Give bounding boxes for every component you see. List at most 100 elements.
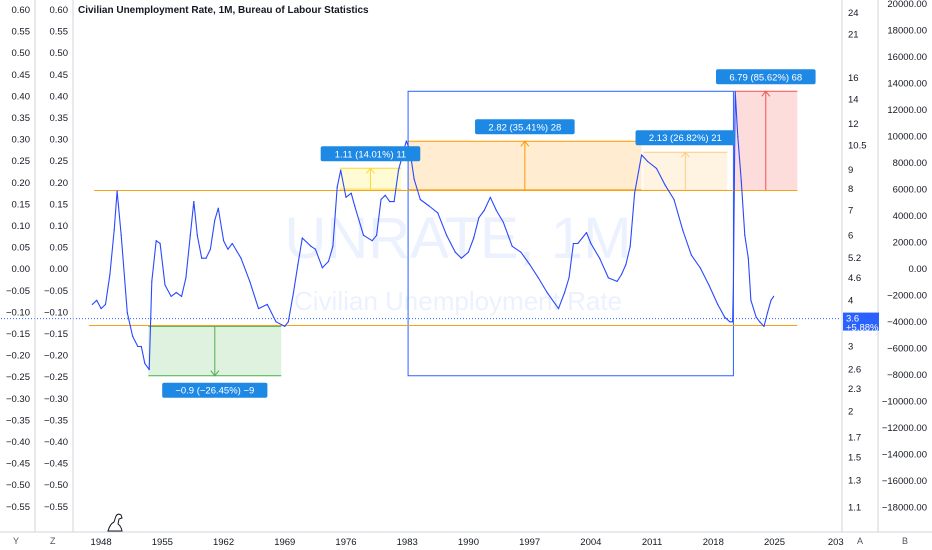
series-point	[572, 242, 574, 245]
series-point	[227, 248, 229, 250]
current-change-text: +5.88%	[846, 323, 879, 334]
left-inner-tick-label: −0.45	[44, 459, 68, 470]
series-point	[159, 242, 161, 245]
left-inner-tick-label: −0.35	[44, 415, 68, 426]
series-point	[483, 209, 485, 212]
series-point	[655, 167, 658, 170]
log-axis-tick-label: 14	[848, 94, 859, 105]
left-outer-tick-label: 0.25	[12, 156, 31, 167]
series-point	[201, 257, 203, 259]
series-point	[332, 245, 334, 247]
series-point	[205, 257, 207, 259]
left-inner-tick-label: −0.25	[44, 372, 68, 383]
series-point	[275, 321, 277, 323]
series-point	[310, 245, 312, 247]
x-tick-label: 1969	[274, 537, 295, 548]
series-point	[724, 316, 726, 318]
left-outer-tick-label: −0.45	[6, 459, 30, 470]
x-tick-label: 1962	[213, 537, 234, 548]
x-tick-label: 1983	[397, 537, 418, 548]
log-axis-tick-label: 6	[848, 230, 853, 241]
right-axis-tick-label: −14000.00	[882, 450, 927, 461]
right-axis-tick-label: −12000.00	[882, 423, 927, 434]
right-axis-tick-label: −18000.00	[882, 503, 927, 514]
series-point	[148, 368, 150, 371]
series-point	[737, 135, 739, 138]
series-point	[750, 299, 752, 301]
series-point	[489, 196, 491, 198]
series-point	[175, 291, 177, 294]
left-inner-tick-label: −0.50	[44, 480, 68, 491]
left-outer-tick-label: −0.50	[6, 480, 30, 491]
left-inner-tick-label: −0.30	[44, 394, 68, 405]
left-inner-tick-label: 0.45	[50, 70, 69, 81]
series-point	[564, 291, 566, 294]
range-2009-2020-arrow-head	[680, 151, 690, 158]
x-tick-label: 2011	[642, 537, 662, 548]
series-point	[766, 312, 769, 314]
series-point	[376, 234, 378, 236]
right-axis-tick-label: 20000.00	[887, 0, 927, 10]
series-point	[460, 257, 463, 259]
range-2020-badge	[715, 69, 816, 85]
range-1969-1975-arrow-head	[366, 167, 375, 174]
series-point	[413, 178, 415, 180]
current-value-badge-bg	[843, 312, 879, 331]
left-outer-tick-label: −0.05	[6, 286, 30, 297]
log-axis-tick-label: 4.6	[848, 273, 861, 284]
series-point	[345, 196, 347, 198]
left-outer-tick-label: 0.00	[12, 264, 31, 275]
right-axis-tick-label: −6000.00	[887, 344, 927, 355]
right-axis-tick-label: −4000.00	[887, 317, 927, 328]
log-axis-tick-label: 1.3	[848, 476, 861, 487]
series-point	[717, 303, 719, 305]
range-2009-2020-badge-text: 2.13 (26.82%) 21	[649, 133, 722, 144]
log-axis-tick-label: 9	[848, 165, 853, 176]
series-point	[116, 190, 118, 192]
range-2009-2020-badge	[635, 130, 736, 146]
range-1948-1953-badge	[162, 382, 268, 398]
left-outer-tick-label: −0.55	[6, 502, 30, 513]
axis-letter-a[interactable]: A	[857, 536, 863, 546]
watermark-symbol: UNRATE, 1M	[285, 206, 632, 271]
log-axis-tick-label: 16	[848, 73, 859, 84]
x-tick-label: 1997	[519, 537, 540, 548]
series-point	[437, 212, 439, 214]
range-1982-2009-badge-text: 2.82 (35.41%) 28	[488, 122, 561, 133]
series-point	[495, 209, 498, 212]
axis-letter-y[interactable]: Y	[13, 536, 19, 546]
left-inner-tick-label: −0.55	[44, 502, 68, 513]
current-value-text: 3.6	[846, 314, 859, 325]
range-2020-badge-text: 6.79 (85.62%) 68	[729, 72, 802, 83]
axis-letter-b[interactable]: B	[902, 536, 908, 546]
series-point	[287, 321, 289, 323]
series-point	[740, 180, 742, 182]
x-tick-label: 1948	[91, 537, 112, 548]
series-point	[708, 284, 710, 286]
series-point	[467, 251, 470, 253]
series-point	[354, 205, 356, 207]
right-axis-tick-label: −10000.00	[882, 397, 927, 408]
left-inner-tick-label: −0.05	[44, 286, 68, 297]
right-axis-tick-label: −8000.00	[887, 370, 927, 381]
left-outer-tick-label: 0.40	[12, 91, 31, 102]
series-point	[428, 205, 430, 207]
series-point	[620, 273, 623, 276]
series-point	[454, 251, 456, 253]
left-outer-tick-label: 0.35	[12, 113, 31, 124]
series-point	[640, 154, 643, 156]
series-point	[445, 234, 448, 236]
left-outer-tick-label: −0.40	[6, 437, 30, 448]
series-point	[568, 277, 570, 279]
right-axis-tick-label: 18000.00	[887, 26, 927, 37]
log-axis-tick-label: 1.1	[848, 502, 861, 513]
series-point	[759, 321, 761, 323]
log-axis-tick-label: 1.7	[848, 433, 861, 444]
series-point	[144, 362, 146, 365]
axis-letter-z[interactable]: Z	[50, 536, 56, 546]
left-inner-tick-label: 0.05	[50, 243, 69, 254]
left-inner-tick-label: 0.00	[50, 264, 69, 275]
log-axis-tick-label: 2.3	[848, 384, 861, 395]
series-point	[120, 234, 122, 236]
